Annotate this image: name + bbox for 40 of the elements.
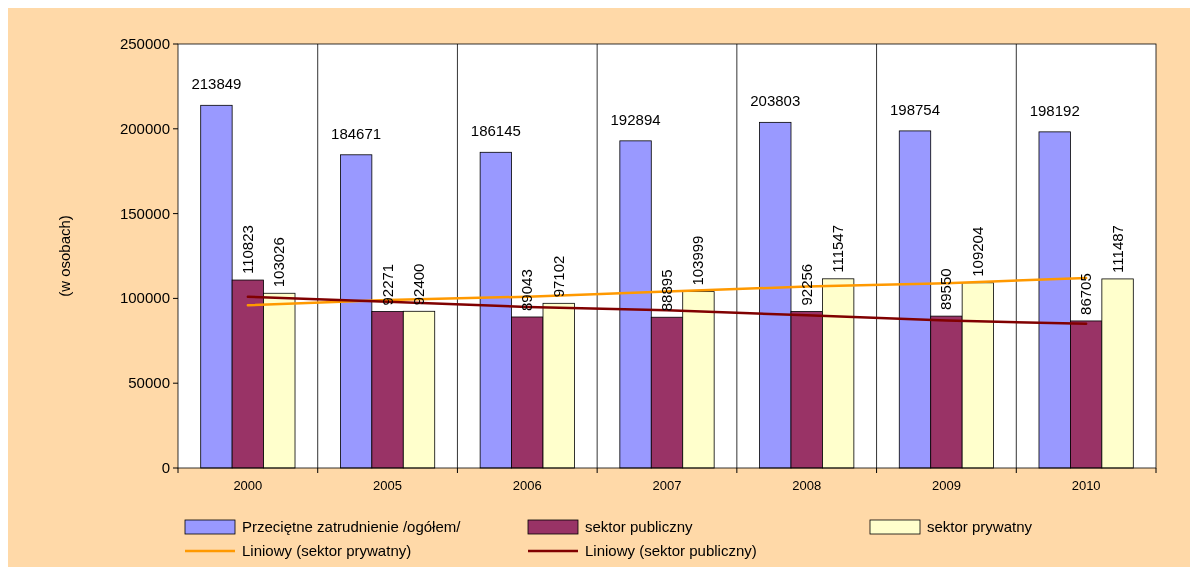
data-label: 110823 xyxy=(238,225,256,275)
y-tick-label: 200000 xyxy=(119,119,170,137)
x-tick-label: 2006 xyxy=(512,478,542,493)
data-label: 89043 xyxy=(518,269,536,311)
data-label: 103026 xyxy=(270,237,288,288)
y-tick-label: 0 xyxy=(161,459,170,476)
x-tick-label: 2008 xyxy=(792,478,822,493)
y-tick-label: 100000 xyxy=(119,289,170,307)
data-label: 86705 xyxy=(1077,273,1095,315)
data-label: 103999 xyxy=(689,235,707,286)
data-label: 89550 xyxy=(937,268,955,311)
data-label: 186145 xyxy=(470,122,521,140)
data-label: 203803 xyxy=(750,92,801,110)
data-label: 92271 xyxy=(378,263,396,306)
data-label: 192894 xyxy=(610,110,661,128)
legend-label: sektor publiczny xyxy=(585,518,694,535)
legend-label: Liniowy (sektor publiczny) xyxy=(585,542,757,559)
data-label: 184671 xyxy=(331,124,382,142)
y-tick-label: 50000 xyxy=(128,374,170,392)
x-tick-label: 2007 xyxy=(652,478,682,493)
data-label: 198754 xyxy=(889,100,941,118)
legend-label: sektor prywatny xyxy=(927,518,1033,535)
x-tick-label: 2009 xyxy=(931,478,961,493)
y-axis-title: (w osobach) xyxy=(56,215,73,297)
y-tick-label: 150000 xyxy=(119,204,170,222)
legend-label: Liniowy (sektor prywatny) xyxy=(242,542,412,559)
x-tick-label: 2005 xyxy=(373,478,403,493)
x-tick-label: 2000 xyxy=(233,478,263,493)
legend-label: Przeciętne zatrudnienie /ogółem/ xyxy=(242,518,462,535)
y-tick-label: 250000 xyxy=(119,35,170,52)
data-label: 111487 xyxy=(1108,225,1126,273)
x-tick-label: 2010 xyxy=(1071,478,1101,493)
data-label: 88895 xyxy=(658,269,675,312)
data-label: 92256 xyxy=(797,263,815,306)
data-label: 198192 xyxy=(1029,101,1080,119)
data-label: 111547 xyxy=(829,224,847,273)
data-label: 213849 xyxy=(191,75,242,93)
data-label: 92400 xyxy=(410,263,428,306)
data-label: 109204 xyxy=(968,226,986,277)
data-label: 97102 xyxy=(549,255,567,298)
